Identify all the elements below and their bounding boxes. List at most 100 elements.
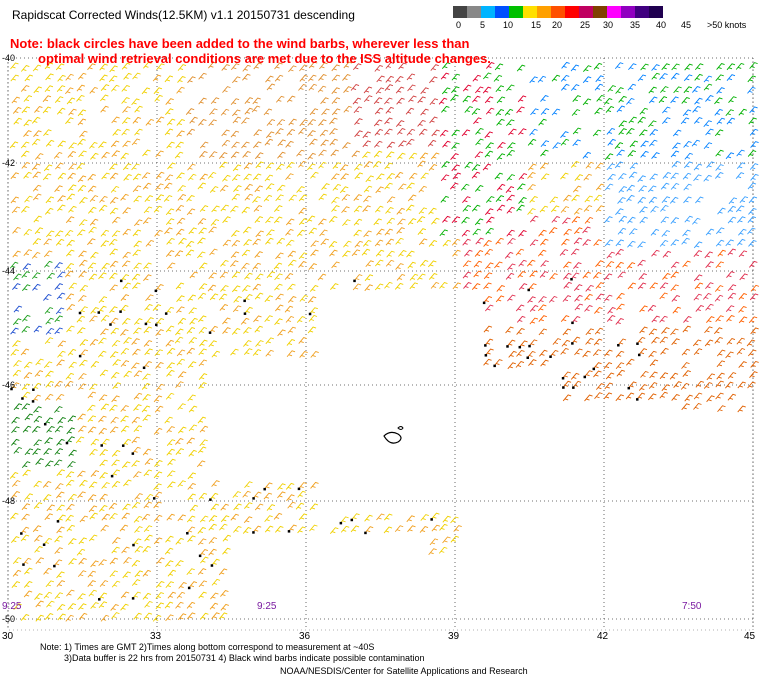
contamination-marker (56, 520, 60, 523)
wind-barb (352, 97, 362, 105)
wind-barb (32, 525, 42, 533)
wind-barb (266, 83, 276, 91)
wind-barb (142, 448, 152, 456)
wind-barb (33, 502, 43, 509)
wind-barb (474, 218, 484, 226)
wind-barb (527, 138, 537, 146)
wind-barb (230, 251, 240, 259)
wind-barb (750, 360, 759, 368)
wind-barb (284, 305, 294, 313)
wind-barb (155, 362, 164, 369)
wind-barb (483, 282, 492, 290)
wind-barb (277, 139, 286, 147)
wind-barb (308, 263, 317, 270)
wind-barb (143, 274, 152, 282)
wind-barb (442, 215, 451, 223)
wind-barb (748, 316, 758, 324)
wind-barb (364, 514, 373, 522)
wind-barb (736, 337, 745, 345)
wind-barb (145, 118, 155, 126)
wind-barb (637, 241, 646, 249)
wind-barb (496, 118, 505, 126)
wind-barb (342, 74, 351, 81)
wind-barb (306, 215, 316, 223)
wind-barb (54, 185, 63, 193)
wind-barb (100, 105, 109, 113)
wind-barb (133, 195, 142, 203)
wind-barb (529, 305, 539, 312)
wind-barb (231, 239, 241, 247)
wind-barb (142, 545, 151, 553)
wind-barb (109, 260, 119, 268)
contamination-marker (263, 487, 266, 491)
wind-barb (87, 426, 97, 434)
wind-barb (110, 416, 119, 424)
wind-barb (693, 348, 703, 356)
wind-barb (682, 325, 691, 333)
wind-barb (626, 358, 635, 366)
wind-barb (210, 503, 220, 511)
wind-barb (243, 162, 253, 170)
wind-barb (133, 318, 143, 325)
wind-barb (252, 238, 261, 246)
wind-barb (21, 271, 30, 278)
wind-barb (376, 173, 385, 181)
wind-barb (343, 240, 352, 248)
legend-swatch (649, 6, 663, 18)
wind-barb (307, 163, 316, 171)
contamination-marker (31, 400, 35, 403)
wind-barb (265, 131, 275, 139)
wind-barb (165, 392, 175, 400)
wind-barb (131, 560, 141, 567)
wind-barb (20, 526, 30, 534)
wind-barb (582, 151, 592, 159)
wind-barb (120, 415, 129, 423)
wind-barb (155, 592, 164, 599)
wind-barb (308, 61, 318, 69)
wind-barb (463, 282, 472, 289)
wind-barb (516, 328, 525, 335)
wind-barb (332, 162, 342, 170)
wind-barb (35, 458, 44, 465)
wind-barb (571, 109, 581, 116)
wind-barb (518, 128, 527, 136)
wind-barb (593, 370, 602, 378)
wind-barb (684, 152, 693, 160)
wind-barb (11, 426, 20, 434)
wind-barb (142, 394, 151, 401)
contamination-marker (42, 543, 46, 546)
wind-barb (595, 293, 605, 301)
wind-barb (10, 172, 19, 180)
wind-barb (208, 226, 217, 234)
wind-barb (188, 307, 197, 315)
wind-barb (537, 75, 547, 83)
wind-barb (78, 295, 87, 302)
wind-barb (209, 492, 219, 500)
wind-barb (121, 461, 131, 469)
wind-barb (638, 384, 648, 391)
wind-barb (101, 438, 110, 446)
wind-barb (54, 96, 64, 104)
wind-barb (417, 160, 426, 168)
wind-barb (299, 74, 308, 82)
wind-barb (13, 117, 22, 125)
wind-barb (119, 304, 129, 312)
wind-barb (198, 119, 207, 126)
wind-barb (141, 513, 151, 521)
wind-barb (309, 108, 319, 116)
wind-barb (78, 425, 87, 433)
wind-barb (211, 612, 220, 620)
wind-barb (99, 459, 108, 467)
wind-barb (244, 193, 254, 201)
wind-barb (373, 119, 383, 127)
wind-barb (175, 328, 184, 336)
lat-label-44: -44 (2, 266, 16, 276)
wind-barb (44, 337, 54, 345)
wind-barb (442, 536, 451, 544)
wind-barb (121, 84, 130, 92)
wind-barb (352, 283, 362, 291)
wind-barb (561, 83, 570, 91)
wind-barb (22, 263, 32, 271)
wind-barb (187, 482, 196, 490)
wind-barb (471, 204, 481, 212)
